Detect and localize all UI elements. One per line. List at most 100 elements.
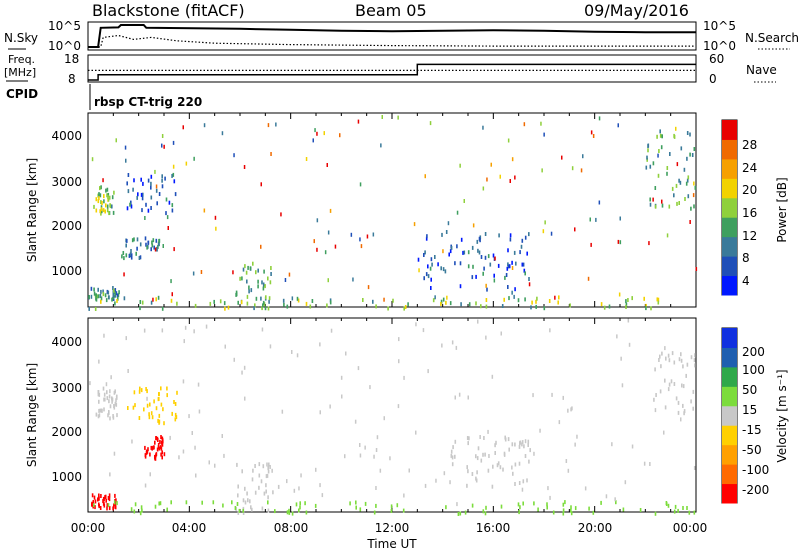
power-scatter-point — [490, 162, 492, 167]
velocity-scatter-point — [160, 452, 162, 457]
velocity-scatter-point — [105, 498, 107, 503]
power-scatter-point — [627, 298, 629, 302]
noise-sky-line — [88, 24, 696, 48]
power-scatter-point — [305, 301, 308, 306]
power-scatter-point — [668, 204, 671, 209]
power-scatter-point — [111, 204, 113, 209]
power-scatter-point — [102, 178, 104, 183]
power-scatter-point — [109, 204, 112, 209]
velocity-scatter-point — [104, 397, 106, 402]
velocity-scatter-point — [176, 390, 178, 395]
power-scatter-point — [561, 155, 563, 160]
power-scatter-point — [543, 306, 546, 311]
power-scatter-point — [141, 196, 144, 201]
power-scatter-point — [484, 255, 487, 260]
velocity-scatter-point — [110, 375, 112, 380]
power-scatter-point — [129, 252, 132, 257]
power-scatter-point — [450, 245, 453, 250]
velocity-scatter-point — [467, 395, 469, 400]
velocity-scatter-point — [482, 509, 485, 514]
power-colorbar-segment — [722, 120, 737, 140]
power-scatter-point — [139, 300, 142, 304]
power-scatter-point — [424, 174, 426, 179]
power-scatter-point — [650, 306, 652, 311]
power-scatter-point — [661, 203, 664, 208]
power-scatter-point — [472, 264, 474, 269]
velocity-scatter-point — [238, 508, 241, 513]
velocity-scatter-point — [524, 454, 527, 458]
velocity-scatter-point — [653, 397, 655, 402]
noise-left-label: N.Sky — [4, 31, 38, 45]
power-scatter-point — [483, 266, 485, 271]
velocity-scatter-point — [424, 483, 427, 488]
power-scatter-point — [673, 133, 675, 138]
velocity-scatter-point — [383, 416, 385, 421]
velocity-scatter-point — [139, 511, 142, 516]
velocity-scatter-point — [274, 509, 276, 514]
power-scatter-point — [544, 220, 546, 225]
power-scatter-point — [241, 276, 243, 281]
power-scatter-point — [647, 143, 650, 148]
power-colorbar-segment — [722, 236, 737, 257]
velocity-scatter-point — [288, 508, 290, 513]
velocity-scatter-point — [624, 480, 627, 485]
power-scatter-point — [493, 273, 495, 278]
velocity-scatter-point — [188, 414, 190, 419]
velocity-scatter-point — [628, 342, 631, 347]
velocity-scatter-point — [133, 390, 136, 395]
velocity-scatter-point — [208, 460, 210, 465]
power-scatter-point — [489, 262, 492, 267]
velocity-scatter-point — [158, 420, 160, 425]
velocity-scatter-point — [476, 456, 479, 461]
velocity-scatter-point — [456, 502, 458, 507]
xtick-1600: 16:00 — [476, 521, 511, 535]
power-scatter-point — [155, 238, 158, 243]
velocity-scatter-point — [244, 486, 246, 491]
velocity-scatter-point — [242, 498, 245, 503]
power-scatter-point — [257, 284, 259, 289]
velocity-scatter-point — [500, 331, 502, 336]
velocity-scatter-point — [261, 506, 264, 511]
power-scatter-point — [164, 176, 166, 181]
power-scatter-point — [142, 192, 144, 197]
velocity-scatter-point — [682, 403, 684, 408]
velocity-scatter-point — [249, 499, 251, 504]
velocity-scatter-point — [157, 442, 160, 447]
power-scatter-point — [424, 250, 426, 255]
velocity-scatter-point — [114, 401, 117, 406]
velocity-scatter-point — [665, 356, 667, 361]
velocity-scatter-point — [654, 408, 657, 413]
velocity-scatter-point — [364, 445, 366, 450]
velocity-scatter-point — [98, 359, 100, 364]
velocity-scatter-point — [415, 322, 417, 327]
power-scatter-point — [138, 256, 141, 260]
velocity-scatter-point — [519, 440, 522, 445]
power-scatter-point — [666, 171, 668, 176]
velocity-scatter-point — [345, 351, 347, 356]
power-scatter-point — [442, 267, 445, 272]
velocity-scatter-point — [222, 503, 224, 508]
velocity-scatter-point — [113, 390, 116, 395]
velocity-scatter-point — [161, 436, 164, 441]
power-ytick-3000: 3000 — [51, 175, 82, 189]
velocity-panel-frame — [87, 317, 697, 513]
velocity-scatter-point — [171, 411, 173, 416]
velocity-scatter-point — [354, 419, 357, 424]
power-scatter-point — [209, 301, 212, 306]
velocity-scatter-point — [588, 506, 590, 511]
velocity-scatter-point — [286, 479, 288, 484]
velocity-scatter-point — [483, 436, 485, 440]
velocity-scatter-point — [364, 501, 367, 506]
velocity-scatter-point — [105, 382, 108, 387]
power-scatter-point — [248, 285, 250, 290]
velocity-scatter-point — [271, 468, 273, 473]
power-scatter-point — [692, 193, 695, 198]
velocity-scatter-point — [376, 435, 379, 440]
power-scatter-point — [403, 306, 405, 311]
power-scatter-point — [150, 195, 153, 200]
power-scatter-point — [151, 243, 154, 248]
velocity-scatter-point — [109, 416, 111, 421]
power-scatter-point — [213, 299, 215, 304]
velocity-scatter-point — [570, 407, 572, 412]
